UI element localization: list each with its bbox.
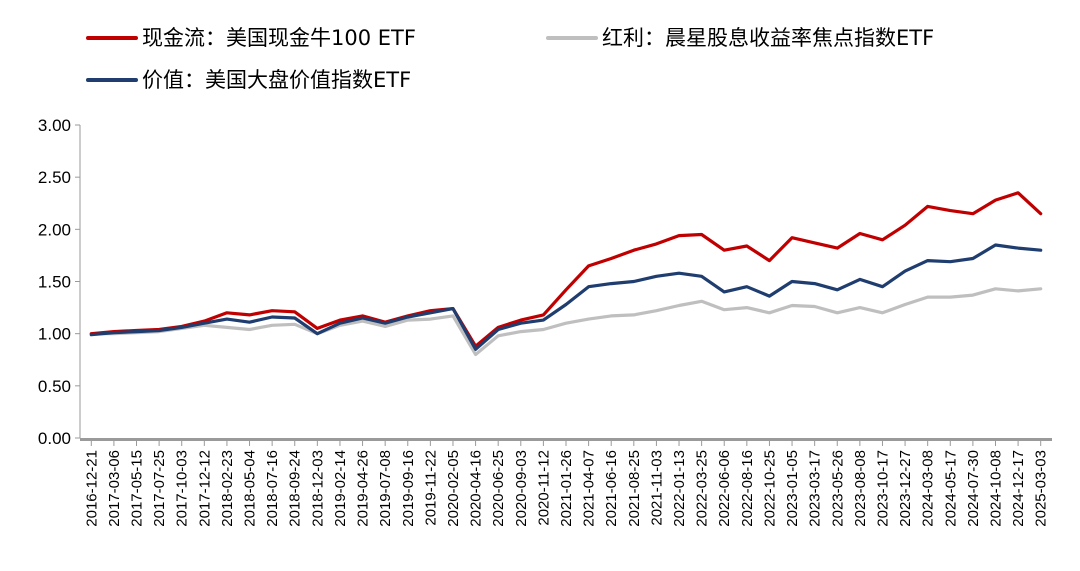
- x-tick-label: 2019-02-14: [332, 450, 349, 527]
- legend-label: 现金流：美国现金牛100 ETF: [142, 26, 416, 50]
- x-tick-label: 2016-12-21: [83, 450, 100, 527]
- x-tick-label: 2018-12-03: [309, 450, 326, 527]
- x-tick-label: 2017-12-12: [196, 450, 213, 527]
- x-tick-label: 2022-10-25: [761, 450, 778, 527]
- x-tick-label: 2023-08-08: [852, 450, 869, 527]
- series-line: [89, 191, 1043, 348]
- x-tick-label: 2021-01-26: [558, 450, 575, 527]
- y-tick-label: 3.00: [38, 116, 71, 135]
- legend-item: 价值：美国大盘价值指数ETF: [86, 68, 411, 92]
- x-tick-label: 2024-10-08: [987, 450, 1004, 527]
- x-tick-label: 2020-04-16: [468, 450, 485, 527]
- x-tick-label: 2020-06-25: [490, 450, 507, 527]
- legend-item: 红利：晨星股息收益率焦点指数ETF: [546, 26, 934, 50]
- x-tick-label: 2020-11-12: [535, 450, 552, 526]
- series-line: [89, 287, 1043, 357]
- x-tick-label: 2024-05-17: [942, 450, 959, 527]
- y-tick-label: 2.00: [38, 220, 71, 239]
- x-tick-label: 2020-02-05: [445, 450, 462, 527]
- legend-label: 红利：晨星股息收益率焦点指数ETF: [602, 26, 934, 50]
- x-tick-label: 2023-10-17: [874, 450, 891, 527]
- x-tick-label: 2023-01-05: [784, 450, 801, 527]
- x-tick-label: 2019-09-16: [400, 450, 417, 527]
- x-tick-label: 2020-09-03: [513, 450, 530, 527]
- x-axis-line: [80, 438, 1052, 441]
- x-tick-label: 2017-05-15: [129, 450, 146, 527]
- y-tick-label: 2.50: [38, 168, 71, 187]
- x-tick-label: 2022-01-13: [671, 450, 688, 527]
- x-axis: 2016-12-21 2017-03-06 2017-05-15 2017-07-25…: [80, 438, 1052, 527]
- x-tick-label: 2024-07-30: [965, 450, 982, 527]
- x-tick-label: 2018-07-16: [264, 450, 281, 527]
- y-tick-label: 1.00: [38, 325, 71, 344]
- series-line: [89, 243, 1043, 351]
- x-tick-label: 2024-12-17: [1010, 450, 1027, 527]
- x-tick-label: 2017-10-03: [174, 450, 191, 527]
- y-tick-label: 0.50: [38, 377, 71, 396]
- x-tick-label: 2021-06-16: [603, 450, 620, 527]
- legend-label: 价值：美国大盘价值指数ETF: [142, 68, 411, 92]
- x-tick-label: 2021-04-07: [581, 450, 598, 527]
- x-tick-label: 2023-12-27: [897, 450, 914, 527]
- x-tick-label: 2022-03-25: [694, 450, 711, 527]
- x-tick-label: 2019-07-08: [377, 450, 394, 527]
- y-tick-label: 0.00: [38, 429, 71, 448]
- x-tick-label: 2019-04-26: [355, 450, 372, 527]
- x-tick-label: 2022-08-16: [739, 450, 756, 527]
- plot-area: [89, 191, 1043, 357]
- x-tick-label: 2018-02-23: [219, 450, 236, 527]
- x-tick-label: 2019-11-22: [422, 450, 439, 526]
- x-tick-label: 2018-05-04: [242, 450, 259, 527]
- x-tick-label: 2023-05-26: [829, 450, 846, 527]
- y-axis: 0.00 0.50 1.00 1.50 2.00 2.50 3.00: [38, 116, 81, 448]
- legend-item: 现金流：美国现金牛100 ETF: [86, 26, 416, 50]
- x-tick-label: 2017-03-06: [106, 450, 123, 527]
- x-tick-label: 2024-03-08: [920, 450, 937, 527]
- x-tick-label: 2025-03-03: [1033, 450, 1050, 527]
- x-tick-label: 2018-09-24: [287, 450, 304, 527]
- legend: 现金流：美国现金牛100 ETF 红利：晨星股息收益率焦点指数ETF 价值：美国大盘…: [86, 26, 934, 92]
- y-tick-label: 1.50: [38, 273, 71, 292]
- x-tick-label: 2017-07-25: [151, 450, 168, 527]
- x-tick-label: 2021-08-25: [626, 450, 643, 527]
- x-tick-label: 2022-06-06: [716, 450, 733, 527]
- x-tick-label: 2021-11-03: [648, 450, 665, 526]
- x-tick-label: 2023-03-17: [807, 450, 824, 527]
